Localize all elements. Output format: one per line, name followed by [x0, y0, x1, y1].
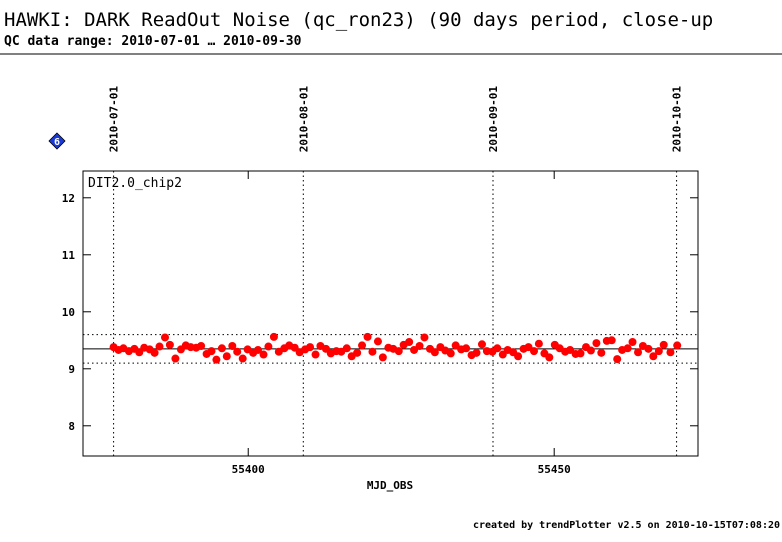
- data-point: [311, 350, 320, 359]
- data-point: [269, 332, 278, 341]
- date-tick-label: 2010-10-01: [671, 86, 684, 153]
- data-point: [623, 344, 632, 353]
- x-axis-label: MJD_OBS: [367, 479, 413, 492]
- data-point: [462, 344, 471, 353]
- data-point: [634, 348, 643, 357]
- date-tick-label: 2010-07-01: [108, 86, 121, 153]
- data-point: [566, 345, 575, 354]
- data-point: [394, 347, 403, 356]
- subtitle: QC data range: 2010-07-01 … 2010-09-30: [4, 34, 302, 49]
- data-point: [472, 348, 481, 357]
- title: HAWKI: DARK ReadOut Noise (qc_ron23) (90…: [4, 9, 713, 31]
- data-point: [410, 345, 419, 354]
- data-point: [342, 344, 351, 353]
- data-point: [155, 342, 164, 351]
- data-point: [451, 341, 460, 350]
- data-point: [576, 349, 585, 358]
- data-point: [649, 352, 658, 361]
- x-tick-label: 55450: [538, 463, 571, 476]
- data-point: [597, 348, 606, 357]
- data-point: [358, 341, 367, 350]
- data-point: [161, 333, 169, 342]
- data-point: [207, 347, 216, 356]
- data-point: [420, 333, 429, 342]
- data-point: [264, 342, 273, 351]
- data-point: [592, 339, 601, 348]
- data-point: [659, 340, 668, 349]
- data-point: [238, 354, 247, 363]
- data-point: [373, 337, 382, 346]
- y-tick-label: 8: [68, 420, 75, 433]
- y-tick-label: 9: [68, 363, 75, 376]
- data-point: [654, 347, 663, 356]
- data-point: [363, 332, 372, 341]
- data-point: [477, 340, 486, 349]
- data-point: [545, 353, 554, 362]
- data-point: [607, 336, 616, 345]
- date-tick-label: 2010-08-01: [297, 86, 310, 153]
- data-point: [613, 355, 622, 364]
- data-point: [353, 348, 362, 357]
- footer: created by trendPlotter v2.5 on 2010-10-…: [473, 520, 780, 531]
- date-tick-label: 2010-09-01: [487, 86, 500, 153]
- badge-diamond[interactable]: [48, 132, 66, 150]
- data-point: [165, 340, 174, 349]
- data-point: [306, 343, 315, 352]
- data-point: [534, 339, 543, 348]
- data-point: [493, 344, 502, 353]
- plot-frame: [82, 170, 699, 457]
- data-point: [233, 347, 242, 356]
- data-point: [666, 348, 675, 357]
- data-point: [430, 348, 439, 357]
- data-point: [446, 349, 455, 358]
- y-tick-label: 12: [62, 192, 75, 205]
- data-point: [254, 345, 263, 354]
- data-point: [228, 341, 237, 350]
- data-point: [415, 341, 424, 350]
- data-point: [586, 346, 595, 355]
- badge-label[interactable]: 6: [54, 137, 60, 148]
- data-point: [514, 352, 523, 361]
- data-point: [212, 355, 221, 364]
- y-tick-label: 10: [62, 306, 75, 319]
- data-point: [405, 338, 414, 346]
- data-point: [524, 343, 533, 352]
- data-point: [222, 352, 231, 361]
- badge[interactable]: 6: [48, 132, 66, 150]
- data-point: [378, 353, 387, 362]
- x-tick-label: 55400: [232, 463, 265, 476]
- y-tick-label: 11: [62, 249, 76, 262]
- data-point: [673, 341, 682, 350]
- data-point: [530, 347, 538, 356]
- data-point: [628, 338, 637, 346]
- data-point: [171, 354, 180, 363]
- panel-label: DIT2.0_chip2: [88, 176, 182, 191]
- data-point: [150, 348, 159, 357]
- data-point: [259, 350, 268, 359]
- data-point: [644, 344, 653, 353]
- data-point: [197, 341, 206, 350]
- data-point: [368, 347, 377, 356]
- data-point: [217, 344, 226, 353]
